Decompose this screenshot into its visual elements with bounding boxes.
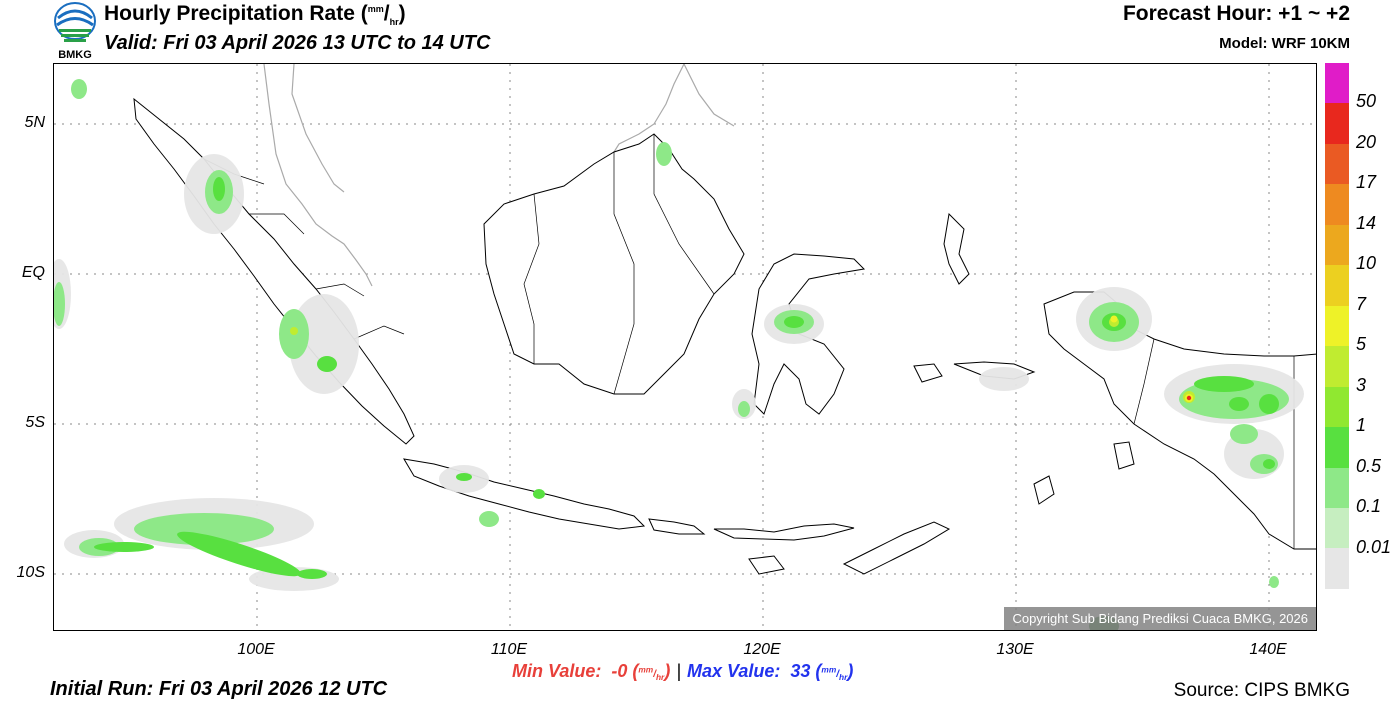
title-unit-top: mm [367, 4, 384, 14]
lon-label-140e: 140E [1249, 641, 1287, 658]
scale-label: 0.1 [1356, 496, 1382, 517]
scale-swatch [1325, 386, 1349, 428]
scale-label: 3 [1356, 374, 1367, 395]
scale-swatch [1325, 63, 1349, 104]
bmkg-logo: BMKG [52, 0, 98, 62]
title-close: ) [398, 2, 406, 25]
map-canvas [54, 64, 1316, 630]
lat-label-5s: 5S [25, 414, 45, 431]
precipitation-color-scale [1325, 63, 1349, 589]
scale-label: 50 [1356, 91, 1377, 112]
lon-label-110e: 110E [490, 641, 528, 658]
source-credit: Source: CIPS BMKG [1173, 680, 1350, 701]
scale-swatch [1325, 184, 1349, 225]
tanimbar-islands [1033, 475, 1055, 505]
scale-swatch [1325, 467, 1349, 508]
logo-text: BMKG [58, 49, 92, 61]
lon-label-100e: 100E [237, 641, 275, 658]
scale-swatch [1325, 427, 1349, 468]
sumba-island [748, 555, 785, 575]
valid-time: Valid: Fri 03 April 2026 13 UTC to 14 UT… [104, 32, 491, 54]
aru-islands [1113, 441, 1135, 470]
scale-swatch [1325, 265, 1349, 306]
copyright-notice: Copyright Sub Bidang Prediksi Cuaca BMKG… [1004, 607, 1316, 630]
sulawesi-island [751, 253, 866, 415]
initial-run: Initial Run: Fri 03 April 2026 12 UTC [50, 678, 388, 700]
min-value-text: Min Value: -0 (mm/hr) [512, 661, 671, 682]
scale-label: 7 [1356, 293, 1367, 314]
scale-swatch [1325, 507, 1349, 549]
max-value-text: Max Value: 33 (mm/hr) [687, 661, 854, 682]
lat-label-eq: EQ [21, 264, 45, 281]
lat-label-5n: 5N [24, 114, 45, 131]
scale-label: 5 [1356, 334, 1367, 355]
chart-title: Hourly Precipitation Rate (mm/hr) [104, 2, 406, 27]
title-unit-bottom: hr [389, 17, 399, 28]
title-unit-slash: / [383, 2, 390, 25]
scale-label: 0.01 [1356, 536, 1392, 557]
bali-lombok [648, 518, 706, 535]
scale-label: 14 [1356, 212, 1377, 233]
java-island [403, 458, 646, 530]
precipitation-map: Copyright Sub Bidang Prediksi Cuaca BMKG… [53, 63, 1317, 631]
lon-label-130e: 130E [996, 641, 1034, 658]
scale-swatch [1325, 548, 1349, 589]
buru-island [913, 363, 943, 383]
scale-swatch [1325, 346, 1349, 387]
scale-swatch [1325, 224, 1349, 266]
scale-label: 17 [1356, 172, 1377, 193]
scale-label: 1 [1356, 415, 1367, 436]
sumatra-island [133, 97, 415, 445]
lon-label-120e: 120E [743, 641, 781, 658]
lat-label-10s: 10S [16, 564, 45, 581]
scale-label: 20 [1356, 131, 1377, 152]
min-max-separator: | [676, 661, 681, 681]
title-text: Hourly Precipitation Rate ( [104, 2, 368, 25]
timor-island [842, 521, 951, 575]
scale-swatch [1325, 103, 1349, 144]
scale-label: 10 [1356, 253, 1377, 274]
model-name: Model: WRF 10KM [1219, 35, 1350, 52]
halmahera-island [943, 212, 970, 285]
forecast-hour: Forecast Hour: +1 ~ +2 [1122, 2, 1350, 25]
scale-label: 0.5 [1356, 455, 1382, 476]
sumbawa-flores [713, 523, 855, 541]
precipitation-layer [54, 79, 1304, 630]
scale-swatch [1325, 305, 1349, 347]
min-max-values: Min Value: -0 (mm/hr) | Max Value: 33 (mm/… [512, 661, 853, 682]
scale-swatch [1325, 143, 1349, 185]
borneo-island [483, 133, 745, 395]
